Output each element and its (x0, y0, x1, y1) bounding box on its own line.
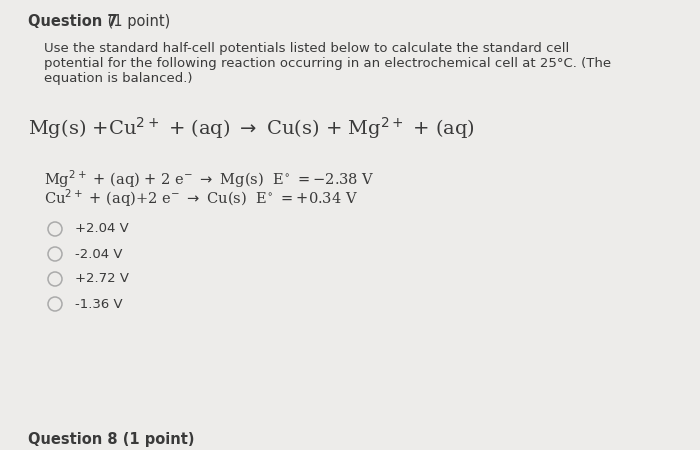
Text: -1.36 V: -1.36 V (75, 297, 122, 310)
Text: Use the standard half-cell potentials listed below to calculate the standard cel: Use the standard half-cell potentials li… (44, 42, 569, 55)
Text: Question 8 (1 point): Question 8 (1 point) (28, 432, 195, 447)
Text: -2.04 V: -2.04 V (75, 248, 122, 261)
Text: Cu$^{2+}$ $+$ (aq)+2 e$^{-}$ $\rightarrow$ Cu(s)  E$^{\circ}$ $=$$+$0.34 V: Cu$^{2+}$ $+$ (aq)+2 e$^{-}$ $\rightarro… (44, 187, 358, 209)
Text: +2.04 V: +2.04 V (75, 222, 129, 235)
Text: +2.72 V: +2.72 V (75, 273, 129, 285)
Text: Mg$^{2+}$ $+$ (aq) $+$ 2 e$^{-}$ $\rightarrow$ Mg(s)  E$^{\circ}$ $=$$-$2.38 V: Mg$^{2+}$ $+$ (aq) $+$ 2 e$^{-}$ $\right… (44, 168, 375, 190)
Text: Question 7: Question 7 (28, 14, 118, 29)
Text: equation is balanced.): equation is balanced.) (44, 72, 192, 85)
Text: (1 point): (1 point) (103, 14, 170, 29)
Text: Mg(s) $+$Cu$^{2+}$ $+$ (aq) $\rightarrow$ Cu(s) $+$ Mg$^{2+}$ $+$ (aq): Mg(s) $+$Cu$^{2+}$ $+$ (aq) $\rightarrow… (28, 115, 475, 141)
Text: potential for the following reaction occurring in an electrochemical cell at 25°: potential for the following reaction occ… (44, 57, 611, 70)
